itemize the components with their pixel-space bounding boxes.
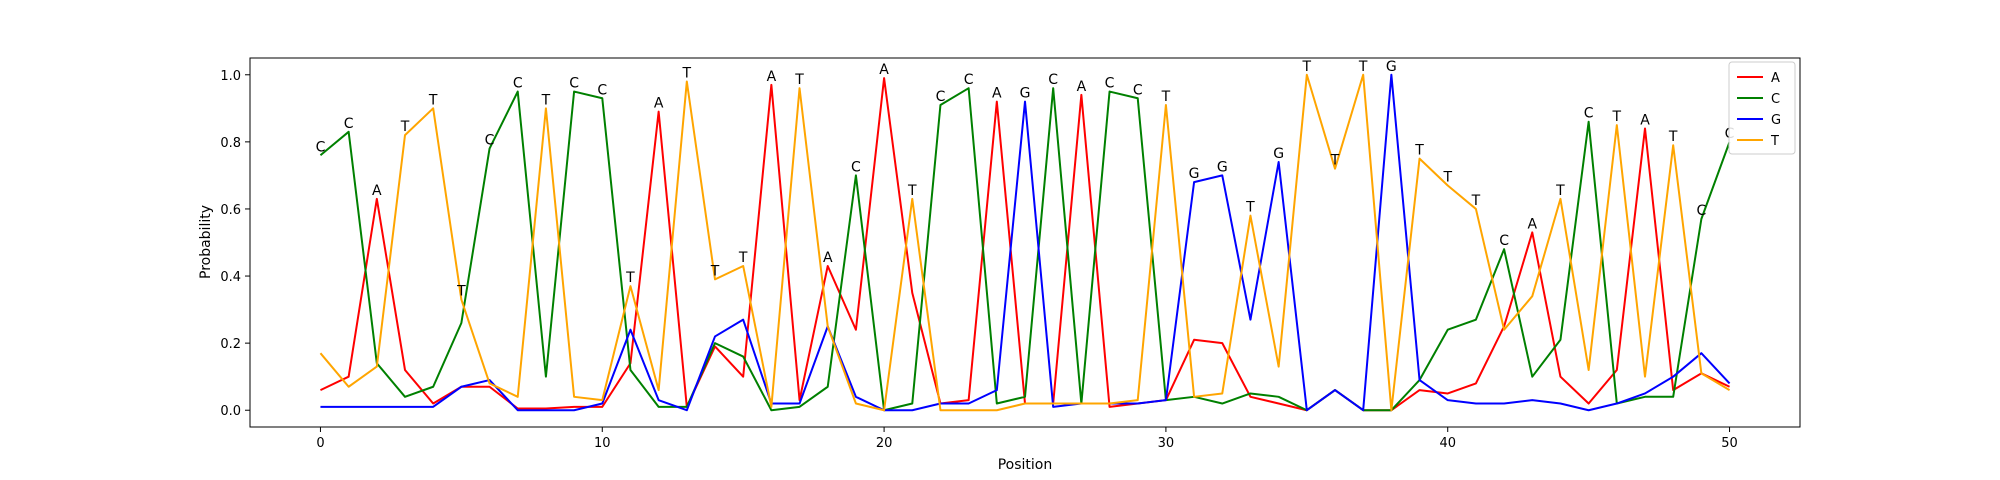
x-tick-label: 30 xyxy=(1158,436,1175,451)
base-annotation-label: G xyxy=(1217,159,1228,175)
base-annotation-label: C xyxy=(1133,82,1143,98)
x-axis: 0 10 20 30 40 50 xyxy=(316,427,1738,451)
base-annotation-label: T xyxy=(1245,200,1255,216)
x-tick-label: 20 xyxy=(876,436,893,451)
legend-label-a: A xyxy=(1771,71,1780,86)
base-annotation-label: C xyxy=(1105,76,1115,92)
base-annotation-label: T xyxy=(1330,153,1340,169)
base-annotation-label: C xyxy=(597,82,607,98)
base-annotation-label: C xyxy=(513,76,523,92)
base-annotation-label: T xyxy=(794,72,804,88)
base-annotation-label: C xyxy=(851,159,861,175)
base-annotation-label: G xyxy=(1386,59,1397,75)
base-annotation-label: G xyxy=(1273,146,1284,162)
base-annotation-label: C xyxy=(569,76,579,92)
base-annotation-label: T xyxy=(1414,143,1424,159)
y-tick-label: 0.0 xyxy=(220,404,241,419)
base-annotation-label: T xyxy=(456,284,466,300)
series-line-t xyxy=(319,73,1731,412)
base-annotation-label: A xyxy=(1640,112,1650,128)
legend-label-t: T xyxy=(1770,134,1779,149)
base-annotation-label: C xyxy=(936,89,946,105)
base-annotation-label: T xyxy=(1471,193,1481,209)
plot-frame xyxy=(249,57,1801,428)
base-annotation-label: T xyxy=(1161,89,1171,105)
base-annotation-label: T xyxy=(907,183,917,199)
y-tick-label: 0.8 xyxy=(220,136,241,151)
base-annotation-label: A xyxy=(823,250,833,266)
y-tick-label: 1.0 xyxy=(220,69,241,84)
base-annotation-label: A xyxy=(992,86,1002,102)
annotation-layer: C C A T T T C C T C C T A T T T A T A C A T C C A G C A C C T G G T G T T T G T… xyxy=(316,59,1735,300)
base-annotation-label: A xyxy=(1077,79,1087,95)
base-annotation-label: A xyxy=(372,183,382,199)
base-annotation-label: T xyxy=(1612,109,1622,125)
base-annotation-label: T xyxy=(1555,183,1565,199)
base-annotation-label: C xyxy=(316,139,326,155)
y-tick-label: 0.4 xyxy=(220,270,241,285)
x-tick-label: 10 xyxy=(594,436,611,451)
series-layer xyxy=(319,73,1731,412)
base-annotation-label: C xyxy=(964,72,974,88)
base-annotation-label: C xyxy=(485,133,495,149)
legend-box xyxy=(1728,61,1796,155)
x-tick-label: 50 xyxy=(1721,436,1738,451)
base-annotation-label: A xyxy=(654,96,664,112)
legend-label-g: G xyxy=(1771,113,1781,128)
base-annotation-label: T xyxy=(400,119,410,135)
legend-label-c: C xyxy=(1771,92,1780,107)
base-annotation-label: C xyxy=(1048,72,1058,88)
base-annotation-label: C xyxy=(344,116,354,132)
y-tick-label: 0.2 xyxy=(220,337,241,352)
y-axis-label: Probability xyxy=(198,205,214,279)
x-tick-label: 40 xyxy=(1439,436,1456,451)
base-annotation-label: T xyxy=(682,65,692,81)
base-annotation-label: C xyxy=(1499,233,1509,249)
base-annotation-label: T xyxy=(541,92,551,108)
base-annotation-label: T xyxy=(710,263,720,279)
x-tick-label: 0 xyxy=(316,436,324,451)
base-annotation-label: T xyxy=(1358,59,1368,75)
base-annotation-label: A xyxy=(1527,216,1537,232)
y-tick-label: 0.6 xyxy=(220,203,241,218)
base-annotation-label: A xyxy=(879,62,889,78)
series-line-c xyxy=(319,87,1731,412)
base-annotation-label: G xyxy=(1020,86,1031,102)
base-annotation-label: G xyxy=(1189,166,1200,182)
y-axis: 0.0 0.2 0.4 0.6 0.8 1.0 xyxy=(220,69,250,419)
base-annotation-label: T xyxy=(738,250,748,266)
base-annotation-label: T xyxy=(1302,59,1312,75)
base-annotation-label: C xyxy=(1696,203,1706,219)
base-annotation-label: T xyxy=(1442,169,1452,185)
base-annotation-label: T xyxy=(428,92,438,108)
base-annotation-label: T xyxy=(1668,129,1678,145)
series-line-g xyxy=(320,73,1731,412)
base-annotation-label: C xyxy=(1584,106,1594,122)
base-annotation-label: A xyxy=(767,69,777,85)
base-annotation-label: T xyxy=(625,270,635,286)
x-axis-label: Position xyxy=(998,457,1053,473)
